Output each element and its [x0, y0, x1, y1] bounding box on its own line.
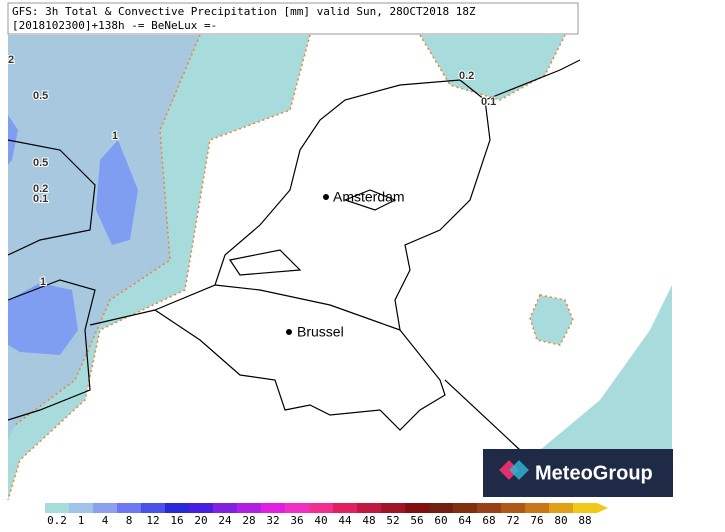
contour-label: 0.5	[33, 90, 48, 102]
colorbar-segment	[405, 503, 430, 513]
colorbar-segment	[117, 503, 142, 513]
contour	[419, 34, 566, 101]
colorbar-segment	[429, 503, 454, 513]
logo-icon	[509, 460, 529, 480]
city-dot	[286, 329, 292, 335]
colorbar-label: 52	[386, 514, 399, 527]
colorbar-label: 24	[218, 514, 232, 527]
precip-area	[540, 285, 672, 450]
colorbar-segment	[189, 503, 214, 513]
logo-text: MeteoGroup	[535, 462, 653, 484]
precip-core	[96, 140, 138, 245]
colorbar-label: 68	[482, 514, 495, 527]
map: Amsterdam Brussel 2 0.5 1 0.5 0.2 0.1 1 …	[7, 0, 672, 501]
colorbar: 0.2 1 4 8 12 16 20 24 28 32 36 40 44 48 52 56 60 64 68 72 76…	[45, 503, 608, 527]
border	[214, 284, 401, 331]
border	[89, 59, 581, 451]
contour	[14, 34, 201, 426]
city-label: Amsterdam	[333, 189, 405, 205]
logo-icon	[499, 460, 519, 480]
city-label: Brussel	[297, 324, 344, 340]
colorbar-label: 0.2	[47, 514, 67, 527]
uk-coast	[7, 139, 96, 421]
colorbar-label: 72	[506, 514, 519, 527]
colorbar-label: 16	[170, 514, 183, 527]
colorbar-label: 20	[194, 514, 207, 527]
header: GFS: 3h Total & Convective Precipitation…	[7, 2, 579, 35]
colorbar-label: 32	[266, 514, 279, 527]
colorbar-segment	[573, 503, 598, 513]
contour	[529, 294, 574, 346]
colorbar-label: 60	[434, 514, 447, 527]
contour-label: 2	[8, 54, 14, 66]
colorbar-label: 36	[290, 514, 303, 527]
precip-area	[530, 295, 573, 345]
contour-label: 0.1	[481, 96, 496, 108]
contour-label: 0.1	[33, 193, 48, 205]
colorbar-segment	[477, 503, 502, 513]
contour-label: 1	[40, 276, 46, 288]
colorbar-segment	[213, 503, 238, 513]
colorbar-arrow	[597, 503, 608, 513]
colorbar-segment	[165, 503, 190, 513]
colorbar-segment	[69, 503, 94, 513]
contour-label: 1	[112, 130, 118, 142]
contour-label: 0.5	[33, 157, 48, 169]
colorbar-segment	[525, 503, 550, 513]
contour	[7, 34, 311, 501]
colorbar-segment	[237, 503, 262, 513]
colorbar-label: 64	[458, 514, 472, 527]
colorbar-segment	[141, 503, 166, 513]
precip-area	[420, 35, 565, 100]
contour-label: 0.2	[459, 70, 474, 82]
colorbar-label: 4	[102, 514, 109, 527]
colorbar-label: 48	[362, 514, 375, 527]
colorbar-segment	[357, 503, 382, 513]
colorbar-label: 56	[410, 514, 423, 527]
colorbar-label: 8	[126, 514, 133, 527]
coast-border	[153, 79, 491, 431]
colorbar-segment	[333, 503, 358, 513]
colorbar-label: 40	[314, 514, 327, 527]
precip-core	[8, 115, 18, 165]
colorbar-label: 80	[554, 514, 567, 527]
colorbar-segment	[381, 503, 406, 513]
colorbar-segment	[549, 503, 574, 513]
colorbar-label: 44	[338, 514, 352, 527]
colorbar-segment	[453, 503, 478, 513]
city-dot	[323, 194, 329, 200]
colorbar-segment	[309, 503, 334, 513]
colorbar-label: 88	[578, 514, 591, 527]
colorbar-segment	[285, 503, 310, 513]
colorbar-segment	[501, 503, 526, 513]
colorbar-segment	[45, 503, 70, 513]
header-line: [2018102300]+138h -= BeNeLux =-	[12, 19, 217, 32]
colorbar-label: 12	[146, 514, 159, 527]
precip-core	[8, 283, 78, 355]
colorbar-segment	[93, 503, 118, 513]
colorbar-label: 76	[530, 514, 543, 527]
colorbar-label: 28	[242, 514, 255, 527]
logo: MeteoGroup	[483, 449, 673, 497]
colorbar-segment	[261, 503, 286, 513]
header-box	[7, 2, 579, 35]
colorbar-label: 1	[78, 514, 85, 527]
contour-label: 0.2	[33, 183, 48, 195]
header-line: GFS: 3h Total & Convective Precipitation…	[12, 5, 476, 18]
